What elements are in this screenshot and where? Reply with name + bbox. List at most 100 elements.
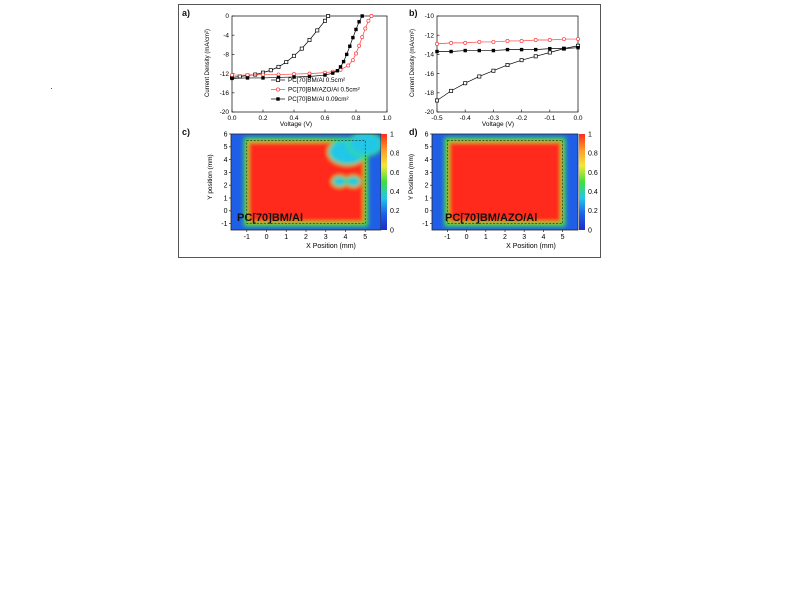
chart-a-xtick-label: 0.6 bbox=[320, 115, 329, 122]
chart-a-legend-marker bbox=[276, 78, 280, 82]
chart-d-blur-group bbox=[444, 137, 566, 227]
chart-a-data-point bbox=[268, 68, 273, 73]
chart-d-ytick-label: 1 bbox=[425, 195, 429, 202]
chart-a-xtick-label: 0.2 bbox=[258, 115, 267, 122]
chart-a-ytick-label: -20 bbox=[220, 109, 230, 116]
chart-d-overlay-label: PC[70]BM/AZO/Al bbox=[445, 212, 537, 224]
chart-d-xtick-label: 0 bbox=[465, 234, 469, 241]
chart-d-colorbar-tick-label: 0.2 bbox=[588, 208, 598, 215]
chart-b-data-point bbox=[435, 41, 439, 46]
chart-a-data-point bbox=[276, 72, 281, 77]
chart-d-ytick-label: 2 bbox=[425, 183, 429, 190]
chart-c-xtick-label: 1 bbox=[284, 234, 288, 241]
chart-a-data-point bbox=[292, 53, 296, 58]
chart-a-xtick-label: 1.0 bbox=[382, 115, 391, 122]
chart-a-series-line bbox=[231, 15, 363, 79]
chart-c-low-region bbox=[347, 177, 360, 186]
chart-c-ytick-label: 6 bbox=[224, 131, 228, 138]
chart-b-data-point bbox=[561, 37, 566, 41]
chart-a-legend-entry: PC[70]BM/Al 0.09cm² bbox=[288, 96, 349, 103]
chart-c-colorbar-tick-label: 0 bbox=[390, 227, 394, 234]
chart-a-axes bbox=[231, 15, 388, 113]
chart-a-data-point bbox=[360, 14, 364, 18]
chart-c-ytick-label: 0 bbox=[224, 208, 228, 215]
chart-b-data-point bbox=[519, 58, 524, 63]
chart-a-data-point bbox=[292, 75, 296, 79]
chart-b-data-point bbox=[435, 49, 439, 54]
chart-c-colorbar-tick-label: 1 bbox=[390, 131, 394, 138]
chart-a-legend-entry: PC[70]BM/Al 0.5cm² bbox=[288, 77, 345, 84]
chart-b-ytick-label: -14 bbox=[425, 52, 435, 59]
chart-b-data-point bbox=[449, 40, 454, 45]
chart-a-data-point bbox=[360, 35, 365, 40]
panel-b-label: b) bbox=[409, 8, 418, 18]
chart-b-data-point bbox=[505, 63, 510, 67]
chart-a-ylabel: Current Density (mA/cm²) bbox=[205, 29, 211, 97]
chart-b-ytick-label: -16 bbox=[425, 71, 435, 78]
chart-d-map: -1 0 1 2 3 4 5 -1 0 1 2 3 4 5 6 0 0.2 0.4 0.6 0.8 1 X Positi… bbox=[408, 131, 598, 250]
chart-c-ytick-label: -1 bbox=[221, 221, 227, 228]
chart-b-xlabel: Voltage (V) bbox=[482, 121, 514, 128]
chart-d-ytick-label: 6 bbox=[425, 131, 429, 138]
chart-a-ytick-label: -16 bbox=[220, 90, 230, 97]
chart-c-ytick-label: 2 bbox=[224, 183, 228, 190]
chart-d-colorbar-tick-label: 0.6 bbox=[588, 170, 598, 177]
chart-a-data-point bbox=[350, 58, 355, 63]
chart-a-xtick-label: 0.8 bbox=[351, 115, 360, 122]
chart-a-data-point bbox=[245, 73, 250, 77]
chart-b-data-point bbox=[463, 40, 468, 45]
chart-d-active-region bbox=[448, 141, 562, 223]
chart-a-data-point bbox=[307, 38, 312, 42]
chart-c-low-region bbox=[333, 177, 346, 186]
chart-a-data-point bbox=[346, 63, 351, 68]
chart-d-xtick-label: 4 bbox=[541, 234, 545, 241]
chart-a-legend-entry: PC[70]BM/AZO/Al 0.5cm² bbox=[288, 87, 360, 94]
chart-a-data-point bbox=[245, 76, 250, 80]
chart-b-data-point bbox=[463, 48, 467, 53]
chart-d-colorbar-tick-label: 0.8 bbox=[588, 151, 598, 158]
chart-c-colorbar-tick-label: 0.8 bbox=[390, 151, 399, 158]
chart-b-data-point bbox=[562, 46, 566, 51]
chart-b-data-point bbox=[491, 68, 496, 73]
chart-a-xtick-label: 0.0 bbox=[227, 115, 236, 122]
chart-a-data-point bbox=[331, 71, 335, 75]
chart-a-data-point bbox=[323, 73, 327, 77]
chart-c-xtick-label: -1 bbox=[244, 234, 250, 241]
chart-d-ylabel: Y Position (mm) bbox=[408, 154, 415, 200]
chart-b-data-point bbox=[533, 38, 538, 42]
chart-d-ytick-label: 3 bbox=[425, 170, 429, 177]
chart-c-colorbar bbox=[381, 134, 387, 230]
chart-a-data-point bbox=[299, 46, 304, 51]
chart-b-xtick-label: -0.2 bbox=[516, 115, 528, 122]
chart-d-ytick-label: 5 bbox=[425, 144, 429, 151]
chart-b-data-point bbox=[449, 49, 453, 54]
chart-a-ytick-label: 0 bbox=[225, 13, 229, 20]
chart-a-data-point bbox=[351, 35, 355, 40]
chart-a-data-point bbox=[261, 72, 265, 77]
chart-b-ytick-label: -12 bbox=[425, 32, 435, 39]
chart-d-colorbar-tick-label: 1 bbox=[588, 131, 592, 138]
chart-b-data-point bbox=[449, 88, 454, 93]
chart-b-data-point bbox=[576, 45, 580, 50]
chart-a-data-point bbox=[348, 44, 352, 48]
chart-b-data-point bbox=[548, 46, 552, 51]
chart-a-data-point bbox=[276, 64, 281, 69]
chart-c-xtick-label: 2 bbox=[304, 234, 308, 241]
chart-a-jv: 0.0 0.2 0.4 0.6 0.8 1.0 -20 -16 -12 -8 -4 0 PC[70]BM… bbox=[205, 13, 392, 128]
chart-d-ytick-label: 4 bbox=[425, 157, 429, 164]
chart-d-xtick-label: 5 bbox=[561, 234, 565, 241]
chart-a-data-point bbox=[354, 27, 358, 32]
chart-c-heat bbox=[231, 134, 381, 230]
chart-c-ytick-label: 3 bbox=[224, 170, 228, 177]
chart-d-colorbar-tick-label: 0 bbox=[588, 227, 592, 234]
chart-d-xtick-label: 3 bbox=[522, 234, 526, 241]
chart-b-data-point bbox=[491, 39, 496, 44]
chart-a-data-point bbox=[341, 59, 346, 64]
chart-a-legend-marker bbox=[276, 87, 280, 92]
chart-d-device-outline bbox=[447, 140, 563, 224]
chart-b-ylabel: Current Density (mA/cm²) bbox=[410, 29, 416, 97]
chart-b-xtick-label: -0.3 bbox=[488, 115, 500, 122]
chart-c-ytick-label: 4 bbox=[224, 157, 228, 164]
chart-c-map: -1 0 1 2 3 4 5 -1 0 1 2 3 4 5 6 0 0.2 0.4 0.6 0.8 1 X Positi… bbox=[207, 131, 399, 250]
figure-frame: a) b) c) d) 0.0 0.2 0.4 0.6 0.8 1.0 -20 -16 -12-… bbox=[178, 4, 601, 258]
